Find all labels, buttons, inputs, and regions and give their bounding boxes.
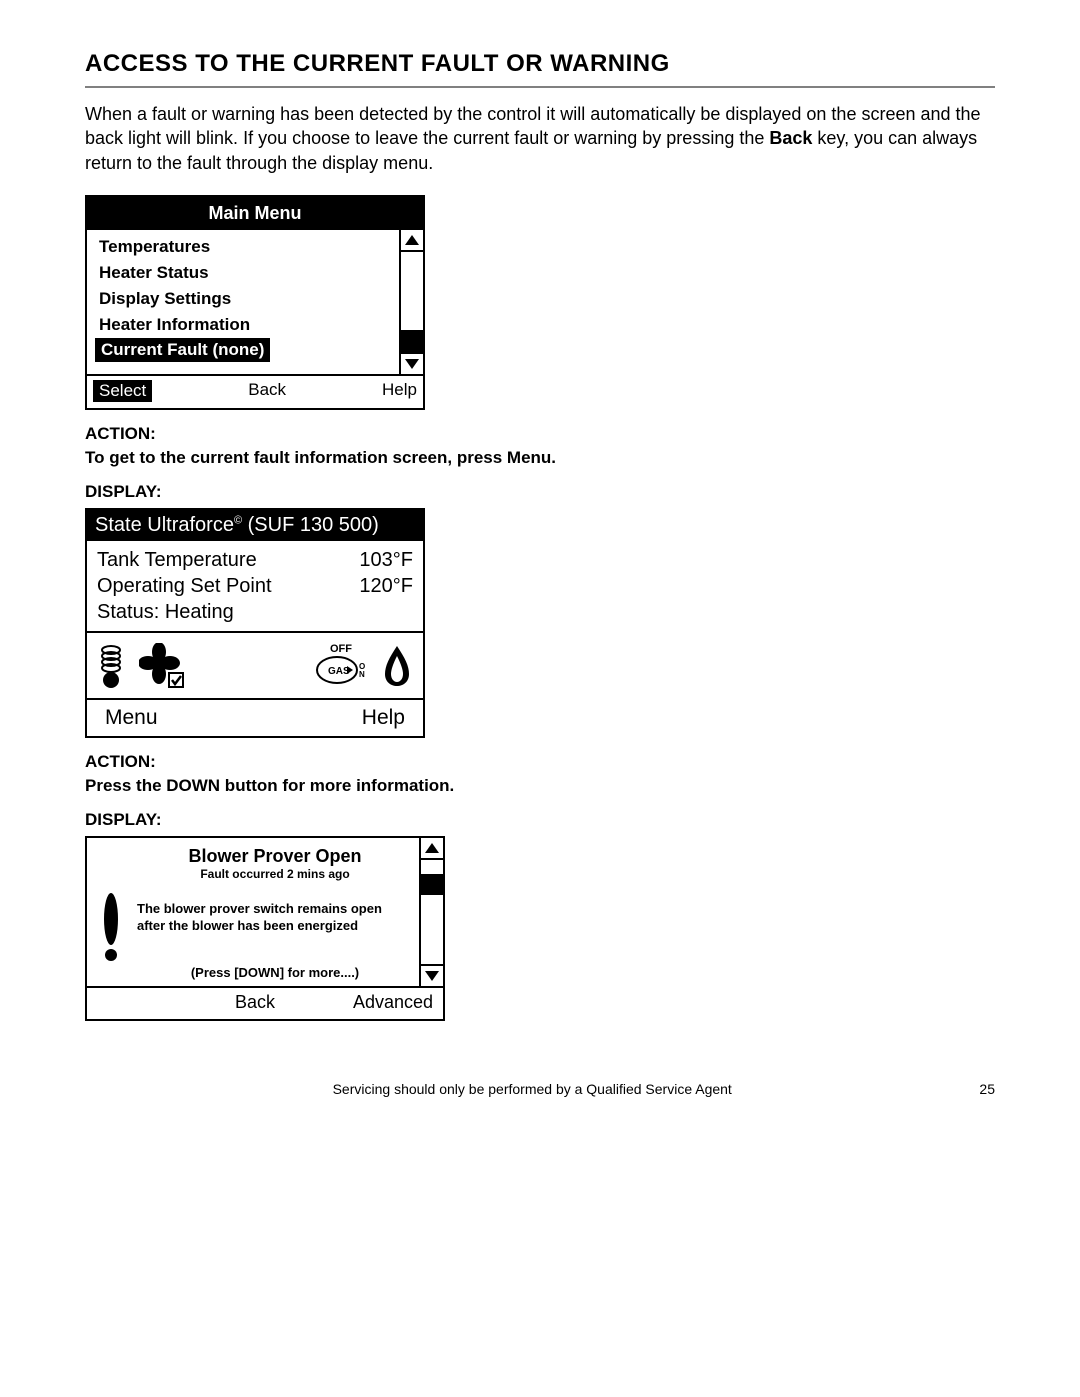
main-menu-header: Main Menu — [87, 197, 423, 230]
main-menu-footer: Select Back Help — [87, 376, 423, 408]
status-icons-row: OFF GAS O N — [87, 633, 423, 700]
intro-paragraph: When a fault or warning has been detecte… — [85, 102, 995, 175]
status-screen: State Ultraforce© (SUF 130 500) Tank Tem… — [85, 508, 425, 738]
menu-item-temperatures[interactable]: Temperatures — [95, 234, 399, 260]
fan-icon — [139, 643, 185, 689]
page-title: ACCESS TO THE CURRENT FAULT OR WARNING — [85, 50, 995, 78]
display-label-2: DISPLAY: — [85, 810, 995, 830]
scroll-up-icon[interactable] — [401, 230, 423, 252]
page-number: 25 — [979, 1081, 995, 1097]
scroll-down-icon[interactable] — [401, 352, 423, 374]
menu-item-heater-status[interactable]: Heater Status — [95, 260, 399, 286]
fault-text-block: Blower Prover Open Fault occurred 2 mins… — [137, 846, 413, 980]
flame-icon — [381, 644, 413, 688]
tank-icon — [97, 644, 125, 688]
menu-button[interactable]: Menu — [105, 706, 158, 730]
scroll-track[interactable] — [401, 252, 423, 352]
svg-text:GAS: GAS — [328, 666, 350, 677]
copyright-icon: © — [234, 514, 242, 526]
menu-item-display-settings[interactable]: Display Settings — [95, 286, 399, 312]
fault-body: Blower Prover Open Fault occurred 2 mins… — [87, 838, 443, 988]
intro-bold: Back — [769, 128, 812, 148]
svg-text:N: N — [359, 670, 365, 679]
scroll-thumb[interactable] — [401, 330, 423, 352]
main-menu-screen: Main Menu Temperatures Heater Status Dis… — [85, 195, 425, 410]
footer-note: Servicing should only be performed by a … — [85, 1081, 979, 1097]
status-footer: Menu Help — [87, 700, 423, 736]
fault-back-button[interactable]: Back — [157, 992, 353, 1013]
status-body: Tank Temperature 103°F Operating Set Poi… — [87, 541, 423, 633]
status-row: Status: Heating — [97, 599, 413, 625]
set-point-row: Operating Set Point 120°F — [97, 573, 413, 599]
set-point-value: 120°F — [359, 573, 413, 599]
menu-item-current-fault[interactable]: Current Fault (none) — [95, 338, 270, 362]
status-label: Status: Heating — [97, 599, 234, 625]
fault-scroll-thumb[interactable] — [421, 874, 443, 895]
status-header-post: (SUF 130 500) — [242, 514, 379, 536]
gas-off-label: OFF — [315, 643, 367, 655]
main-menu-list: Temperatures Heater Status Display Setti… — [87, 230, 399, 374]
fault-scroll-track[interactable] — [421, 860, 443, 964]
action-text-1: To get to the current fault information … — [85, 448, 995, 468]
page-footer: Servicing should only be performed by a … — [85, 1081, 995, 1097]
set-point-label: Operating Set Point — [97, 573, 272, 599]
fault-subtitle: Fault occurred 2 mins ago — [137, 867, 413, 881]
select-button[interactable]: Select — [93, 380, 152, 402]
action-label-1: ACTION: — [85, 424, 995, 444]
action-text-2: Press the DOWN button for more informati… — [85, 776, 995, 796]
title-underline — [85, 86, 995, 88]
action-label-2: ACTION: — [85, 752, 995, 772]
main-menu-body: Temperatures Heater Status Display Setti… — [87, 230, 423, 376]
display-label-1: DISPLAY: — [85, 482, 995, 502]
help-button-2[interactable]: Help — [362, 706, 405, 730]
fault-main: Blower Prover Open Fault occurred 2 mins… — [87, 838, 419, 986]
tank-temp-row: Tank Temperature 103°F — [97, 547, 413, 573]
tank-temp-value: 103°F — [359, 547, 413, 573]
gas-valve-icon: OFF GAS O N — [315, 643, 367, 690]
status-header: State Ultraforce© (SUF 130 500) — [87, 510, 423, 541]
fault-scroll-up-icon[interactable] — [421, 838, 443, 860]
back-button[interactable]: Back — [152, 380, 382, 402]
fault-description: The blower prover switch remains open af… — [137, 901, 413, 935]
tank-temp-label: Tank Temperature — [97, 547, 257, 573]
fault-footer: Back Advanced — [87, 988, 443, 1019]
fault-scroll-down-icon[interactable] — [421, 964, 443, 986]
fault-scrollbar[interactable] — [419, 838, 443, 986]
menu-item-heater-information[interactable]: Heater Information — [95, 312, 399, 338]
warning-icon — [93, 846, 129, 980]
status-header-pre: State Ultraforce — [95, 514, 234, 536]
advanced-button[interactable]: Advanced — [353, 992, 433, 1013]
help-button[interactable]: Help — [382, 380, 417, 402]
fault-more-hint: (Press [DOWN] for more....) — [137, 965, 413, 980]
fault-title: Blower Prover Open — [137, 846, 413, 867]
fault-screen: Blower Prover Open Fault occurred 2 mins… — [85, 836, 445, 1021]
main-menu-scrollbar[interactable] — [399, 230, 423, 374]
